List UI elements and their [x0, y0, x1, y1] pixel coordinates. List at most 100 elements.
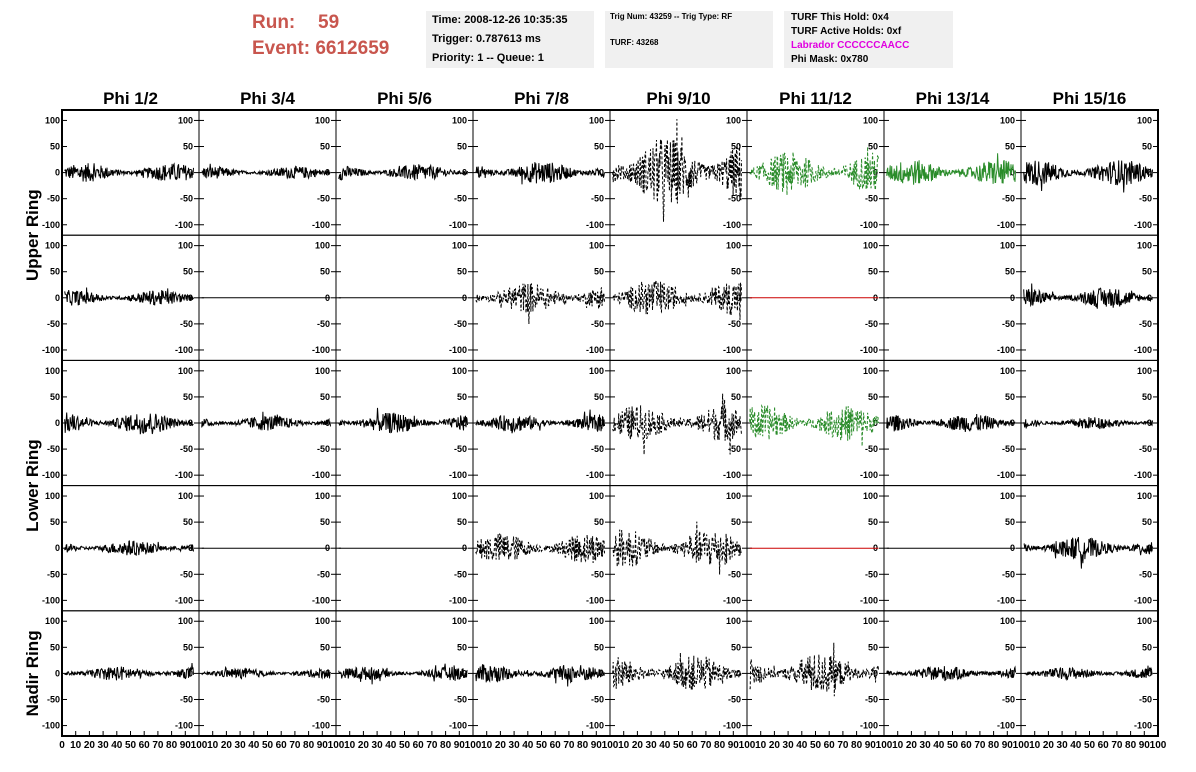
- y-tick-label-right: 50: [594, 517, 604, 527]
- waveform-r3-c4: [475, 409, 605, 434]
- y-tick-label-right: -100: [723, 470, 741, 480]
- x-tick-label: 60: [276, 740, 288, 751]
- x-tick-label: 100: [1150, 740, 1167, 751]
- y-tick-label-right: 100: [863, 616, 878, 626]
- y-tick-label-left: 0: [55, 293, 60, 303]
- y-tick-label-right: 100: [315, 491, 330, 501]
- y-tick-label-left: -100: [42, 470, 60, 480]
- turf-hold-text: TURF This Hold: 0x4: [791, 12, 889, 23]
- y-tick-label-right: -100: [175, 721, 193, 731]
- waveform-r1-c8: [1023, 160, 1153, 193]
- y-tick-label-right: -100: [860, 220, 878, 230]
- y-tick-label-right: -50: [591, 569, 604, 579]
- y-tick-label-right: 100: [1137, 616, 1152, 626]
- y-tick-label-right: -100: [449, 220, 467, 230]
- y-tick-label-right: -50: [317, 569, 330, 579]
- waveform-r1-c5: [612, 119, 742, 222]
- y-tick-label-right: -100: [997, 595, 1015, 605]
- y-tick-label-left: 0: [55, 418, 60, 428]
- ring-label-2: Lower Ring: [23, 439, 42, 532]
- y-tick-label-right: -50: [317, 694, 330, 704]
- waveform-r5-c1: [64, 662, 194, 681]
- y-tick-label-right: 50: [183, 517, 193, 527]
- x-tick-label: 70: [289, 740, 301, 751]
- y-tick-label-left: 100: [45, 115, 60, 125]
- y-tick-label-right: 100: [452, 366, 467, 376]
- x-tick-label: 20: [632, 740, 644, 751]
- y-tick-label-right: 100: [315, 366, 330, 376]
- time-text: Time: 2008-12-26 10:35:35: [432, 14, 568, 26]
- y-tick-label-right: 50: [1142, 267, 1152, 277]
- priority-text: Priority: 1 -- Queue: 1: [432, 52, 544, 64]
- waveform-r5-c6: [749, 642, 879, 697]
- y-tick-label-right: -100: [586, 595, 604, 605]
- x-tick-label: 70: [1111, 740, 1123, 751]
- waveform-r5-c3: [338, 663, 468, 685]
- trigger-text: Trigger: 0.787613 ms: [432, 33, 541, 45]
- y-tick-label-right: 50: [594, 392, 604, 402]
- y-tick-label-right: -100: [997, 220, 1015, 230]
- x-tick-label: 80: [440, 740, 452, 751]
- trig-num-text: Trig Num: 43259 -- Trig Type: RF: [610, 12, 733, 21]
- x-tick-label: 90: [454, 740, 466, 751]
- y-tick-label-right: -100: [175, 595, 193, 605]
- waveform-r5-c4: [475, 664, 605, 687]
- x-tick-label: 10: [892, 740, 904, 751]
- y-tick-label-right: -50: [454, 569, 467, 579]
- x-tick-label: 10: [207, 740, 219, 751]
- y-tick-label-right: -100: [312, 721, 330, 731]
- y-tick-label-right: -50: [1139, 319, 1152, 329]
- y-tick-label-right: -50: [1139, 444, 1152, 454]
- waveform-r2-c5: [612, 279, 742, 321]
- y-tick-label-right: 100: [726, 491, 741, 501]
- x-tick-label: 20: [1043, 740, 1055, 751]
- y-tick-label-right: -50: [1002, 194, 1015, 204]
- y-tick-label-right: 0: [1147, 668, 1152, 678]
- x-tick-label: 90: [317, 740, 329, 751]
- y-tick-label-right: -100: [723, 220, 741, 230]
- y-tick-label-right: -50: [1002, 444, 1015, 454]
- y-tick-label-right: 100: [315, 241, 330, 251]
- waveform-r5-c2: [201, 665, 331, 680]
- column-title-8: Phi 15/16: [1053, 89, 1127, 108]
- column-title-5: Phi 9/10: [646, 89, 710, 108]
- y-tick-label-right: 100: [863, 241, 878, 251]
- x-tick-label: 40: [385, 740, 397, 751]
- waveform-r5-c7: [886, 665, 1016, 682]
- x-tick-label: 50: [673, 740, 685, 751]
- y-tick-label-right: -100: [723, 345, 741, 355]
- panel-frame: [746, 610, 885, 737]
- x-tick-label: 30: [509, 740, 521, 751]
- y-tick-label-left: 100: [45, 241, 60, 251]
- y-tick-label-right: 100: [863, 115, 878, 125]
- x-tick-label: 90: [865, 740, 877, 751]
- x-tick-label: 100: [739, 740, 756, 751]
- y-tick-label-left: 50: [50, 392, 60, 402]
- ring-label-3: Nadir Ring: [23, 630, 42, 716]
- y-tick-label-right: 100: [452, 616, 467, 626]
- x-tick-label: 70: [974, 740, 986, 751]
- y-tick-label-right: 50: [1142, 142, 1152, 152]
- waveform-r1-c3: [338, 163, 468, 181]
- y-tick-label-left: -100: [42, 595, 60, 605]
- y-tick-label-right: -50: [454, 194, 467, 204]
- y-tick-label-right: 50: [1142, 642, 1152, 652]
- y-tick-label-right: -50: [728, 569, 741, 579]
- x-tick-label: 60: [1098, 740, 1110, 751]
- y-tick-label-right: -100: [586, 470, 604, 480]
- y-tick-label-right: 100: [1137, 366, 1152, 376]
- column-title-2: Phi 3/4: [240, 89, 295, 108]
- event-value: 6612659: [315, 38, 390, 59]
- waveform-r1-c1: [64, 162, 194, 182]
- y-tick-label-right: -50: [865, 569, 878, 579]
- y-tick-label-left: -50: [47, 444, 60, 454]
- waveform-r2-c1: [64, 287, 194, 306]
- waveform-r3-c1: [64, 412, 194, 435]
- y-tick-label-right: -50: [865, 444, 878, 454]
- y-tick-label-left: 50: [50, 267, 60, 277]
- y-tick-label-right: -100: [175, 345, 193, 355]
- x-tick-label: 40: [796, 740, 808, 751]
- waveform-r4-c4: [475, 533, 605, 564]
- y-tick-label-left: 50: [50, 642, 60, 652]
